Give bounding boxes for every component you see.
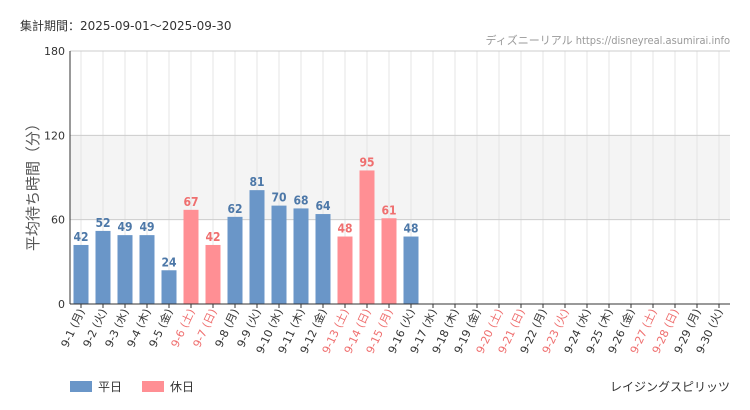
data-label: 48 [337,222,352,236]
data-label: 42 [205,230,220,244]
data-label: 62 [227,202,242,216]
bar [403,236,419,304]
attraction-name: レイジングスピリッツ [609,380,730,394]
data-label: 42 [73,230,88,244]
data-label: 61 [381,203,396,217]
y-tick-label: 180 [44,45,65,58]
bar [359,170,375,304]
data-label: 24 [161,255,177,269]
plot-background [70,135,730,220]
legend-item-weekday: 平日 [70,378,122,395]
bar [293,208,309,304]
bar [381,218,397,304]
y-tick-label: 0 [58,298,65,311]
legend-item-holiday: 休日 [142,378,194,395]
bar [249,190,265,304]
data-label: 49 [117,220,132,234]
bar [227,216,243,304]
legend: 平日 休日 [70,378,214,395]
bar [315,214,331,304]
y-tick-label: 60 [51,214,65,227]
data-label: 70 [271,191,286,205]
data-label: 95 [359,155,374,169]
y-axis-label: 平均待ち時間（分） [24,116,42,251]
data-label: 48 [403,222,418,236]
data-label: 68 [293,193,308,207]
bar [73,244,89,304]
data-label: 49 [139,220,154,234]
source-credit: ディズニーリアル https://disneyreal.asumirai.inf… [485,34,730,47]
data-label: 67 [183,195,198,209]
shaded-band [70,135,730,220]
data-label: 81 [249,175,264,189]
legend-swatch-holiday [142,381,165,392]
bar [183,209,199,304]
legend-swatch-weekday [70,381,92,392]
bars [73,170,419,304]
data-label: 64 [315,199,331,213]
bar [139,235,155,304]
y-tick-label: 120 [44,129,65,142]
bar [271,205,287,304]
data-label: 52 [95,216,110,230]
bar [117,235,133,304]
bar [95,230,111,304]
period-label: 集計期間：2025-09-01〜2025-09-30 [20,19,232,33]
legend-label-weekday: 平日 [98,380,123,394]
bar [337,236,353,304]
data-labels: 42 52 49 49 24 67 42 62 81 70 68 64 48 95 61 48 [73,155,418,269]
bar [205,244,221,304]
bar [161,270,177,304]
legend-label-holiday: 休日 [170,380,195,394]
